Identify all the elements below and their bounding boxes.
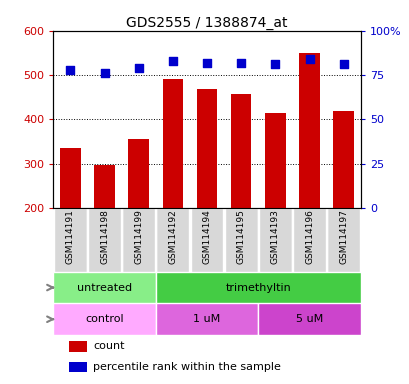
FancyBboxPatch shape <box>190 208 223 272</box>
FancyBboxPatch shape <box>54 208 87 272</box>
Point <box>203 60 210 66</box>
FancyBboxPatch shape <box>122 208 155 272</box>
Point <box>135 65 142 71</box>
FancyBboxPatch shape <box>292 208 325 272</box>
Point <box>67 67 74 73</box>
Bar <box>265 113 285 208</box>
Text: GSM114191: GSM114191 <box>66 209 75 264</box>
FancyBboxPatch shape <box>88 208 121 272</box>
Bar <box>69 362 87 372</box>
Bar <box>299 53 319 208</box>
Text: GSM114192: GSM114192 <box>168 209 177 264</box>
Text: trimethyltin: trimethyltin <box>225 283 290 293</box>
FancyBboxPatch shape <box>258 208 291 272</box>
Point <box>272 61 278 68</box>
Bar <box>162 79 183 208</box>
FancyBboxPatch shape <box>156 208 189 272</box>
Bar <box>60 148 81 208</box>
Point <box>306 56 312 62</box>
Point <box>169 58 176 64</box>
Bar <box>230 94 251 208</box>
Text: GSM114195: GSM114195 <box>236 209 245 264</box>
Text: 5 uM: 5 uM <box>295 314 322 324</box>
Text: GSM114199: GSM114199 <box>134 209 143 264</box>
Text: GSM114196: GSM114196 <box>304 209 313 264</box>
Point <box>339 61 346 68</box>
Text: GSM114193: GSM114193 <box>270 209 279 264</box>
FancyBboxPatch shape <box>258 303 360 335</box>
Text: GSM114194: GSM114194 <box>202 209 211 264</box>
Bar <box>69 341 87 352</box>
Bar <box>94 165 115 208</box>
FancyBboxPatch shape <box>155 272 360 303</box>
Bar <box>333 111 353 208</box>
Title: GDS2555 / 1388874_at: GDS2555 / 1388874_at <box>126 16 287 30</box>
FancyBboxPatch shape <box>326 208 359 272</box>
FancyBboxPatch shape <box>53 303 155 335</box>
FancyBboxPatch shape <box>53 272 155 303</box>
Bar <box>196 89 217 208</box>
FancyBboxPatch shape <box>155 303 258 335</box>
Bar <box>128 139 148 208</box>
Text: count: count <box>93 341 124 351</box>
Point <box>101 70 108 76</box>
FancyBboxPatch shape <box>224 208 257 272</box>
Text: untreated: untreated <box>77 283 132 293</box>
Text: GSM114198: GSM114198 <box>100 209 109 264</box>
Text: control: control <box>85 314 124 324</box>
Text: 1 uM: 1 uM <box>193 314 220 324</box>
Point <box>237 60 244 66</box>
Text: percentile rank within the sample: percentile rank within the sample <box>93 362 281 372</box>
Text: GSM114197: GSM114197 <box>338 209 347 264</box>
